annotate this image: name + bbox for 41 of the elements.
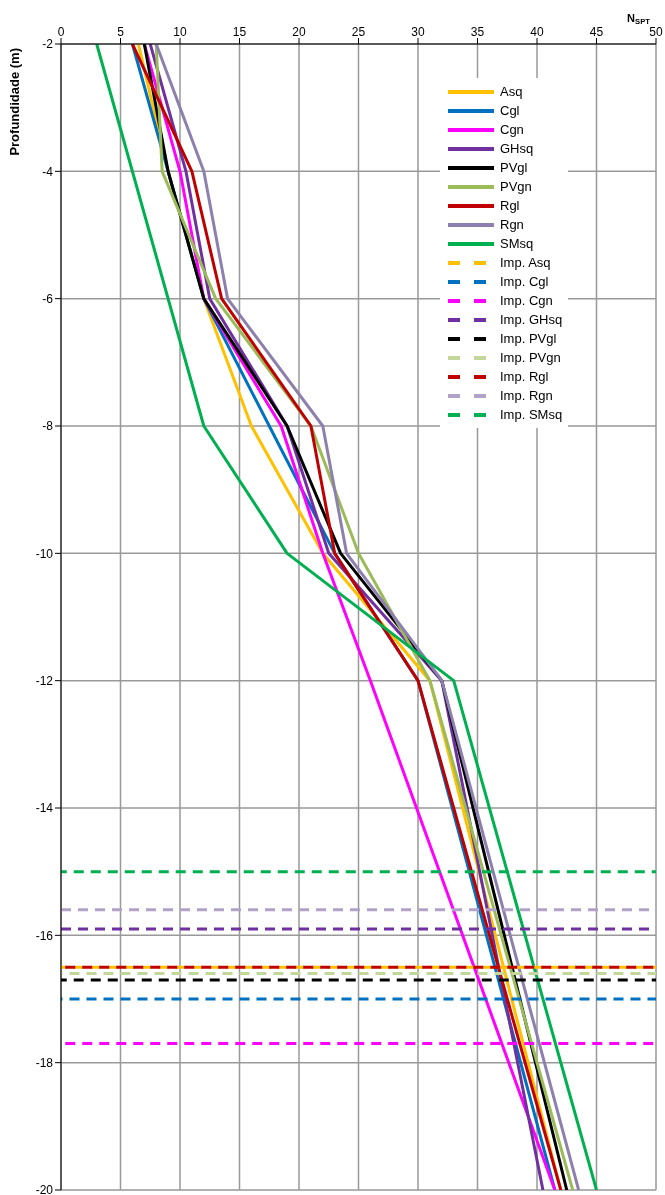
legend-label: Imp. PVgn	[500, 350, 561, 365]
legend-label: GHsq	[500, 141, 534, 156]
x-tick-label: 35	[470, 25, 485, 39]
y-tick-label: -18	[35, 1055, 54, 1070]
y-tick-label: -10	[35, 546, 54, 561]
legend-label: Asq	[500, 84, 523, 99]
legend-label: Imp. Asq	[500, 255, 551, 270]
x-tick-label: 30	[411, 25, 425, 39]
x-tick-label: 15	[232, 25, 247, 39]
y-tick-label: -4	[42, 164, 54, 179]
y-tick-label: -2	[42, 37, 54, 52]
legend-label: Cgl	[500, 103, 520, 118]
y-tick-label: -12	[35, 673, 54, 688]
y-tick-label: -14	[35, 801, 54, 816]
legend-label: Imp. Rgn	[500, 388, 553, 403]
legend-label: Rgl	[500, 198, 520, 213]
legend-label: Imp. GHsq	[500, 312, 563, 327]
y-tick-label: -8	[42, 419, 54, 434]
legend-label: Rgn	[500, 217, 524, 232]
y-tick-label: -16	[35, 928, 54, 943]
legend-label: Imp. SMsq	[500, 407, 563, 422]
legend-label: Imp. Cgl	[500, 274, 549, 289]
y-tick-label: -6	[42, 291, 54, 306]
x-tick-label: 10	[173, 25, 187, 39]
x-tick-label: 25	[351, 25, 366, 39]
legend-label: Cgn	[500, 122, 524, 137]
x-tick-label: 50	[649, 25, 663, 39]
legend-label: SMsq	[500, 236, 534, 251]
x-tick-label: 20	[292, 25, 306, 39]
y-tick-label: -20	[35, 1183, 54, 1195]
x-tick-label: 40	[530, 25, 544, 39]
legend-label: PVgn	[500, 179, 532, 194]
legend-label: Imp. Rgl	[500, 369, 549, 384]
legend-label: Imp. Cgn	[500, 293, 553, 308]
x-axis-title: N$_{SPT}$	[627, 12, 651, 26]
legend-label: PVgl	[500, 160, 528, 175]
legend-label: Imp. PVgl	[500, 331, 557, 346]
y-axis-title: Profundidade (m)	[7, 48, 22, 156]
x-tick-label: 5	[117, 25, 125, 39]
x-tick-label: 0	[57, 25, 65, 39]
x-tick-label: 45	[589, 25, 604, 39]
